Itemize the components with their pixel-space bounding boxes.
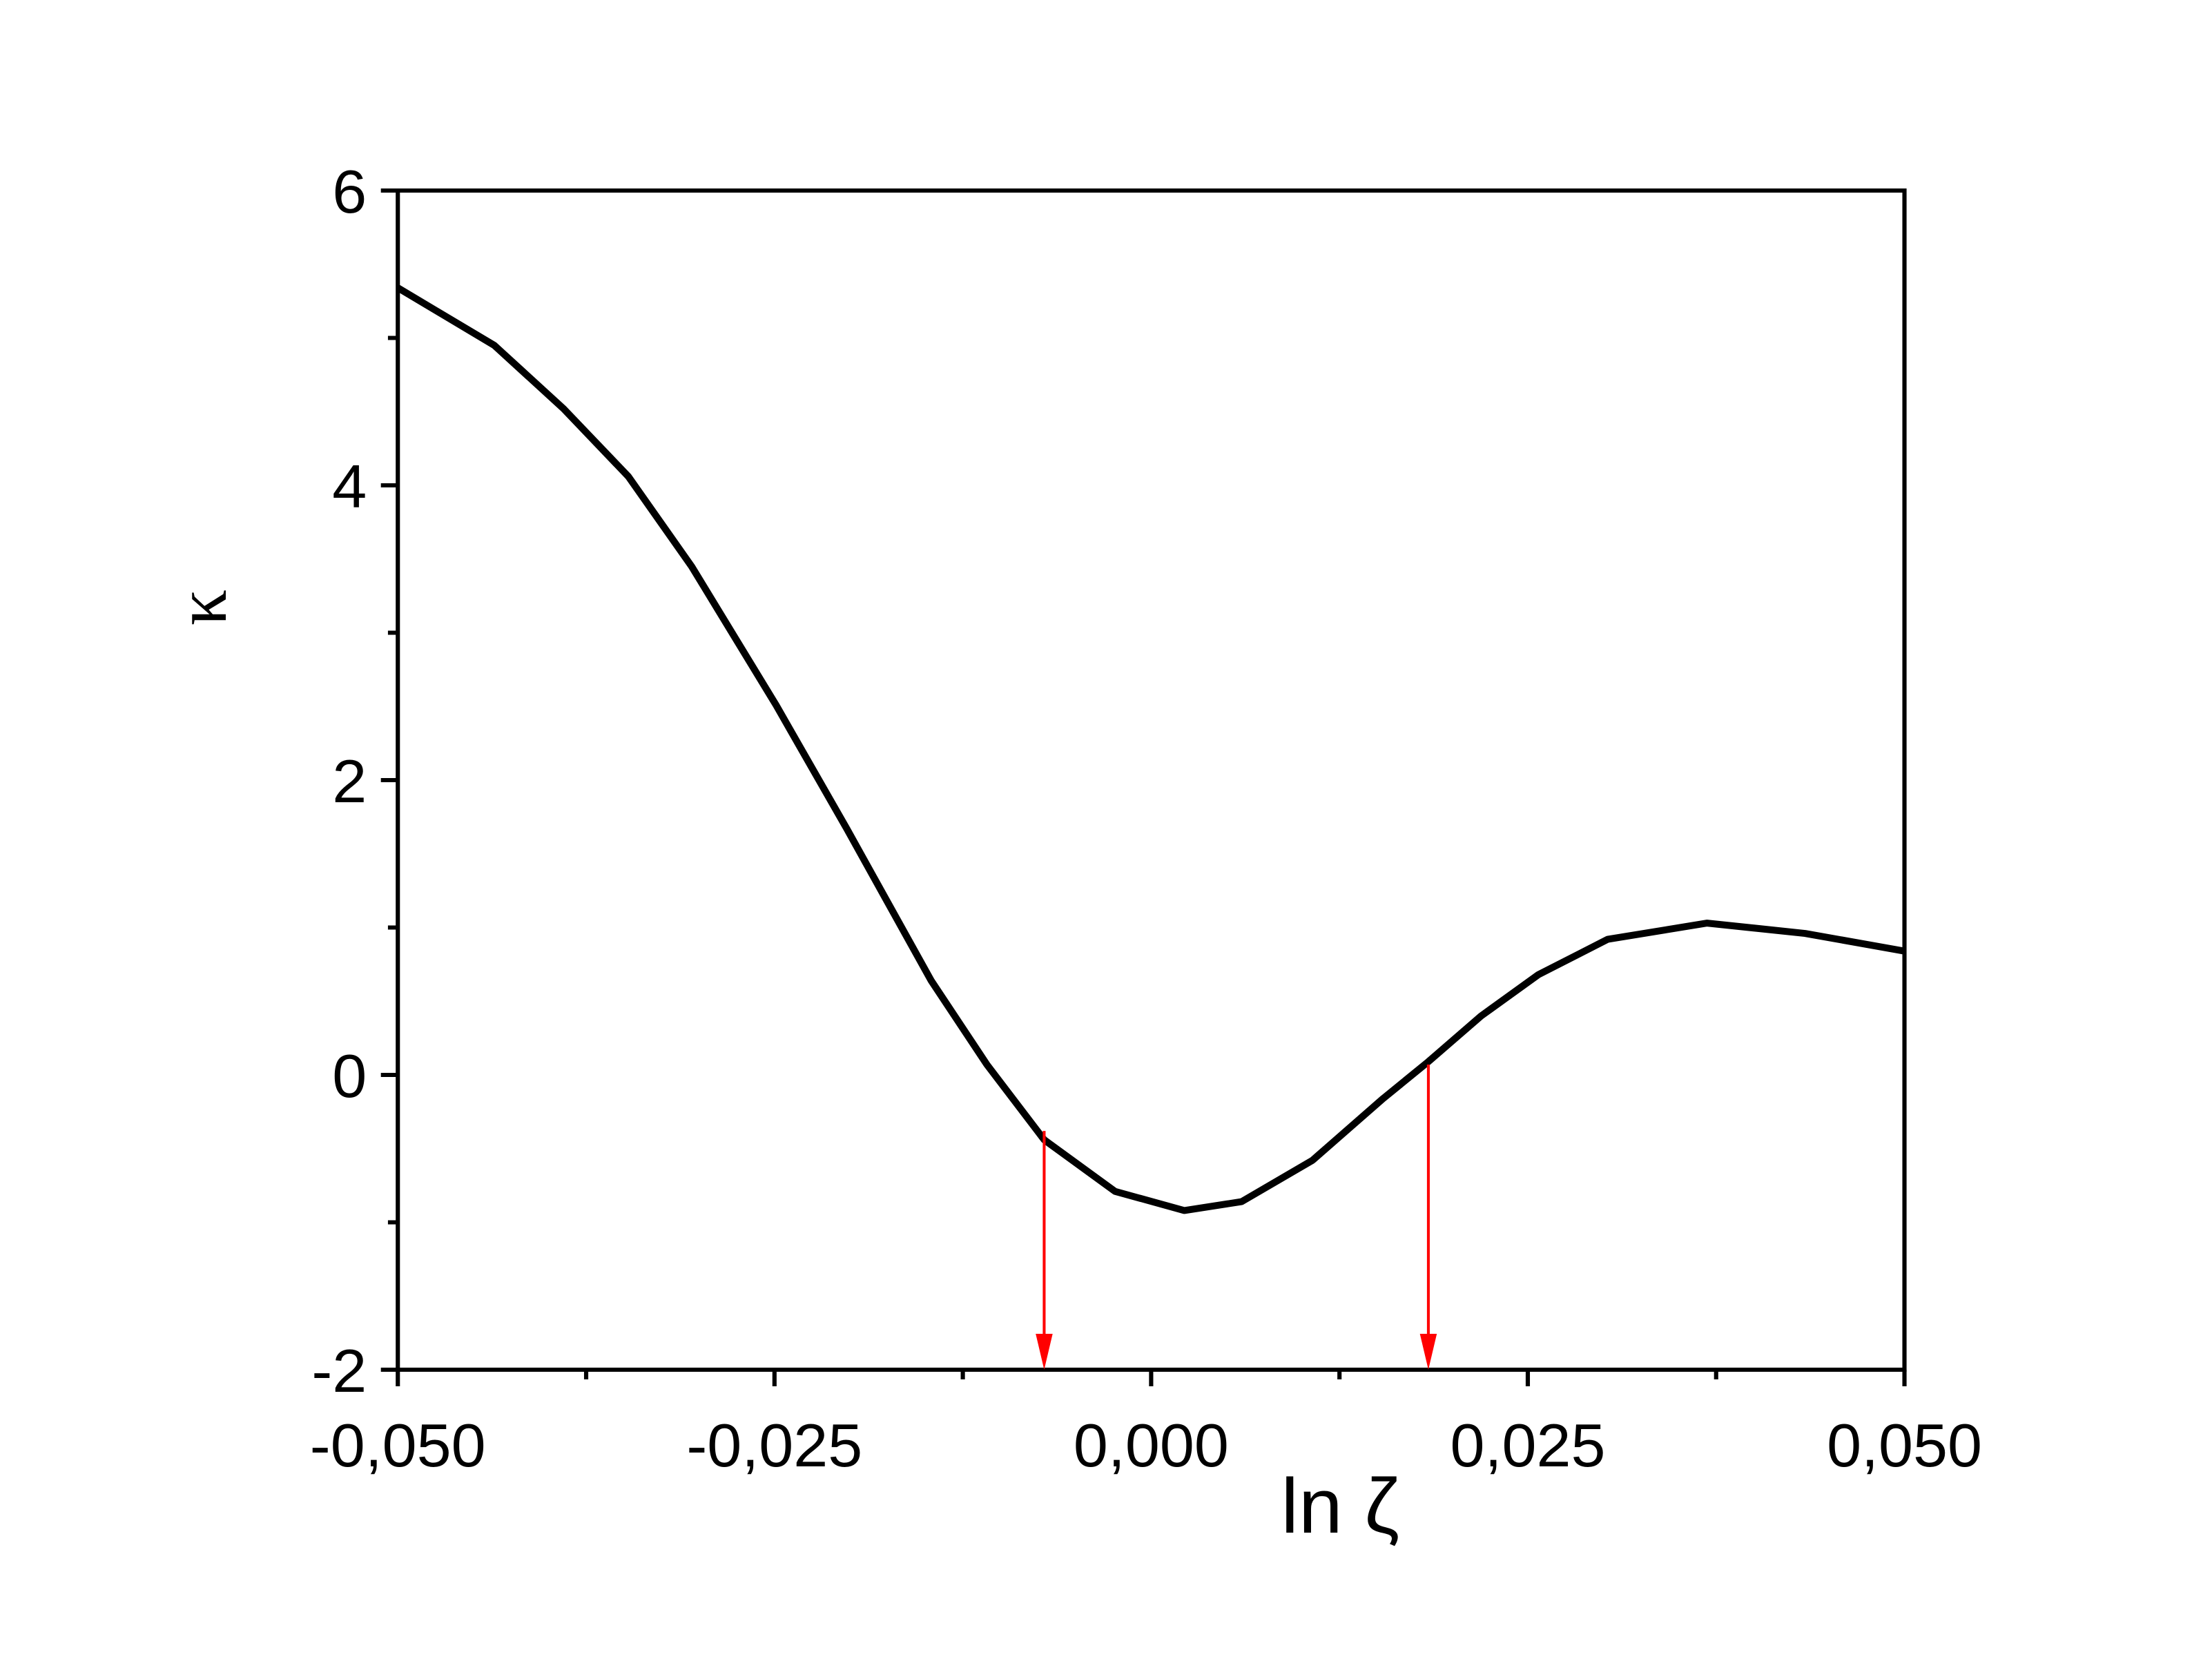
y-tick-label: 0 <box>332 1042 367 1110</box>
x-tick-label: 0,050 <box>1827 1411 1982 1479</box>
y-tick-label: 2 <box>332 747 367 815</box>
y-axis-label: κ <box>160 590 242 625</box>
x-tick-label: 0,000 <box>1074 1411 1229 1479</box>
y-tick-label: 4 <box>332 452 367 521</box>
x-tick-label: 0,025 <box>1450 1411 1605 1479</box>
y-tick-label: -2 <box>311 1337 367 1405</box>
y-tick-label: 6 <box>332 157 367 226</box>
data-line <box>396 284 1905 1214</box>
x-axis-label: ln ζ <box>1281 1463 1399 1549</box>
arrow-head <box>1419 1334 1437 1370</box>
plot-frame <box>396 188 1907 1372</box>
arrow-head <box>1036 1334 1053 1370</box>
x-tick-label: -0,025 <box>686 1411 862 1479</box>
x-tick-label: -0,050 <box>310 1411 486 1479</box>
